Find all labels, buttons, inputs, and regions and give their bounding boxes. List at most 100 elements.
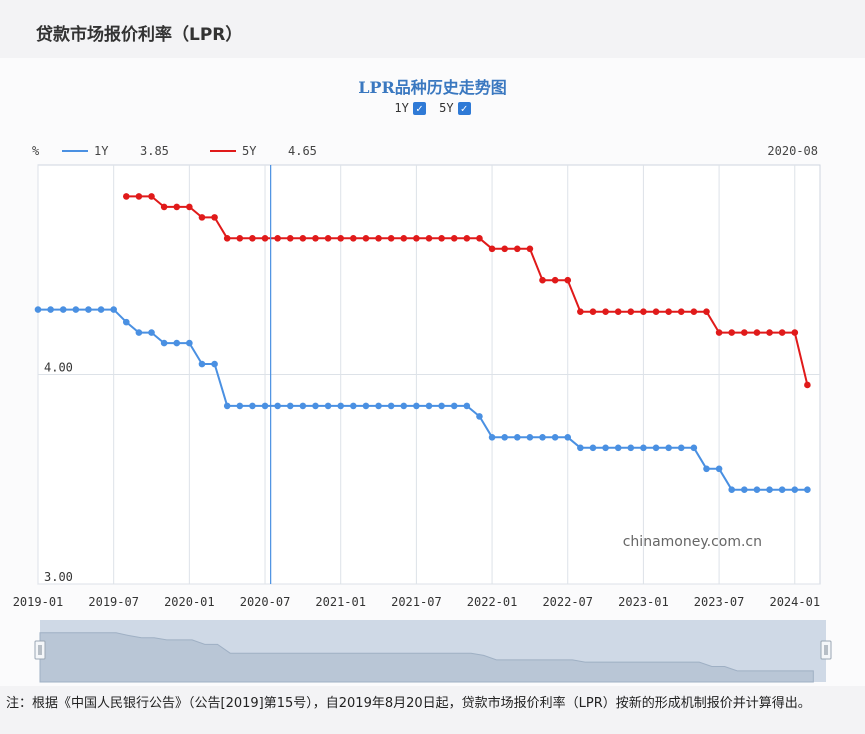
data-point-5y bbox=[438, 235, 445, 242]
legend-name-5y: 5Y bbox=[242, 144, 257, 158]
y-tick-label: 4.00 bbox=[44, 361, 73, 375]
data-point-1y bbox=[640, 444, 647, 452]
toggle-1y-label: 1Y bbox=[394, 101, 409, 115]
data-point-1y bbox=[627, 444, 635, 452]
data-point-5y bbox=[753, 329, 761, 336]
data-point-1y bbox=[778, 486, 786, 494]
data-point-5y bbox=[766, 329, 773, 336]
data-point-1y bbox=[665, 444, 672, 452]
data-point-1y bbox=[589, 444, 597, 452]
data-point-1y bbox=[741, 486, 748, 494]
data-point-5y bbox=[186, 203, 193, 211]
data-point-1y bbox=[85, 306, 92, 313]
data-point-1y bbox=[703, 465, 710, 473]
data-point-5y bbox=[387, 235, 395, 242]
data-point-1y bbox=[690, 444, 698, 452]
data-point-1y bbox=[513, 434, 521, 441]
data-point-5y bbox=[400, 235, 408, 242]
data-point-5y bbox=[337, 235, 345, 242]
checkbox-1y-checked-icon[interactable]: ✓ bbox=[412, 101, 426, 115]
data-point-1y bbox=[236, 402, 244, 410]
data-point-1y bbox=[362, 402, 370, 410]
x-tick-label: 2022-01 bbox=[467, 595, 518, 609]
data-point-1y bbox=[186, 339, 193, 347]
navigator-left-handle[interactable] bbox=[34, 640, 46, 660]
data-point-5y bbox=[640, 308, 647, 315]
legend[interactable]: 1Y 3.85 5Y 4.65 bbox=[62, 144, 317, 158]
data-point-5y bbox=[488, 245, 496, 253]
data-point-1y bbox=[286, 402, 294, 410]
data-point-5y bbox=[198, 214, 206, 221]
data-point-1y bbox=[539, 434, 546, 441]
data-point-1y bbox=[753, 486, 761, 494]
cursor-date-label: 2020-08 bbox=[767, 144, 818, 158]
data-point-1y bbox=[715, 465, 723, 473]
data-point-1y bbox=[110, 306, 117, 313]
footnote: 注：根据《中国人民银行公告》（公告[2019]第15号），自2019年8月20日… bbox=[6, 696, 811, 711]
data-point-1y bbox=[804, 486, 811, 494]
x-tick-label: 2023-07 bbox=[694, 595, 745, 609]
data-point-5y bbox=[703, 308, 710, 315]
y-tick-label: 3.00 bbox=[44, 570, 73, 584]
series-layer bbox=[34, 193, 811, 494]
x-tick-label: 2021-07 bbox=[391, 595, 442, 609]
data-point-1y bbox=[602, 444, 609, 452]
data-point-1y bbox=[350, 402, 357, 410]
data-point-1y bbox=[425, 402, 433, 410]
data-point-5y bbox=[627, 308, 635, 315]
data-point-5y bbox=[690, 308, 698, 315]
data-point-5y bbox=[312, 235, 319, 242]
data-point-1y bbox=[614, 444, 622, 452]
toggle-5y[interactable]: 5Y ✓ bbox=[439, 101, 471, 115]
data-point-5y bbox=[741, 329, 748, 336]
navigator-right-handle[interactable] bbox=[820, 640, 832, 660]
data-point-5y bbox=[677, 308, 685, 315]
lpr-line-chart[interactable]: % 1Y 3.85 5Y 4.65 2020-08 4.00 3.00 2019-01 2… bbox=[0, 0, 865, 690]
data-point-5y bbox=[551, 276, 559, 284]
data-point-5y bbox=[286, 235, 294, 242]
legend-name-1y: 1Y bbox=[94, 144, 109, 158]
data-point-5y bbox=[614, 308, 622, 315]
toggle-1y[interactable]: 1Y ✓ bbox=[394, 101, 426, 115]
data-point-5y bbox=[362, 235, 370, 242]
data-point-1y bbox=[551, 434, 559, 441]
y-tick-labels: 4.00 3.00 bbox=[44, 361, 73, 585]
data-point-5y bbox=[715, 329, 723, 336]
data-point-5y bbox=[564, 276, 572, 284]
data-point-1y bbox=[34, 306, 42, 313]
data-point-5y bbox=[261, 235, 269, 242]
y-axis-unit-label: % bbox=[32, 144, 40, 158]
x-tick-label: 2019-01 bbox=[13, 595, 64, 609]
data-point-5y bbox=[173, 203, 181, 211]
data-point-5y bbox=[652, 308, 660, 315]
data-point-5y bbox=[665, 308, 672, 315]
data-point-5y bbox=[602, 308, 609, 315]
grid-lines bbox=[37, 165, 820, 585]
legend-value-5y: 4.65 bbox=[288, 144, 317, 158]
page-title: 贷款市场报价利率（LPR） bbox=[36, 25, 243, 45]
zoom-navigator[interactable] bbox=[34, 620, 832, 683]
data-point-1y bbox=[438, 402, 445, 410]
data-point-1y bbox=[387, 402, 395, 410]
data-point-5y bbox=[476, 235, 483, 242]
data-point-1y bbox=[728, 486, 736, 494]
data-point-1y bbox=[160, 339, 168, 347]
data-point-5y bbox=[236, 235, 244, 242]
x-tick-label: 2019-07 bbox=[88, 595, 139, 609]
data-point-5y bbox=[135, 193, 143, 200]
data-point-1y bbox=[677, 444, 685, 452]
data-point-1y bbox=[488, 434, 496, 441]
data-point-5y bbox=[223, 235, 231, 242]
data-point-5y bbox=[249, 235, 256, 242]
data-point-1y bbox=[501, 434, 508, 441]
data-point-1y bbox=[211, 360, 218, 368]
checkbox-5y-checked-icon[interactable]: ✓ bbox=[457, 101, 471, 115]
data-point-1y bbox=[122, 318, 130, 326]
legend-value-1y: 3.85 bbox=[140, 144, 169, 158]
data-point-1y bbox=[47, 306, 54, 313]
data-point-1y bbox=[337, 402, 345, 410]
data-point-5y bbox=[160, 203, 168, 211]
data-point-1y bbox=[791, 486, 799, 494]
data-point-1y bbox=[312, 402, 319, 410]
data-point-1y bbox=[476, 413, 483, 420]
